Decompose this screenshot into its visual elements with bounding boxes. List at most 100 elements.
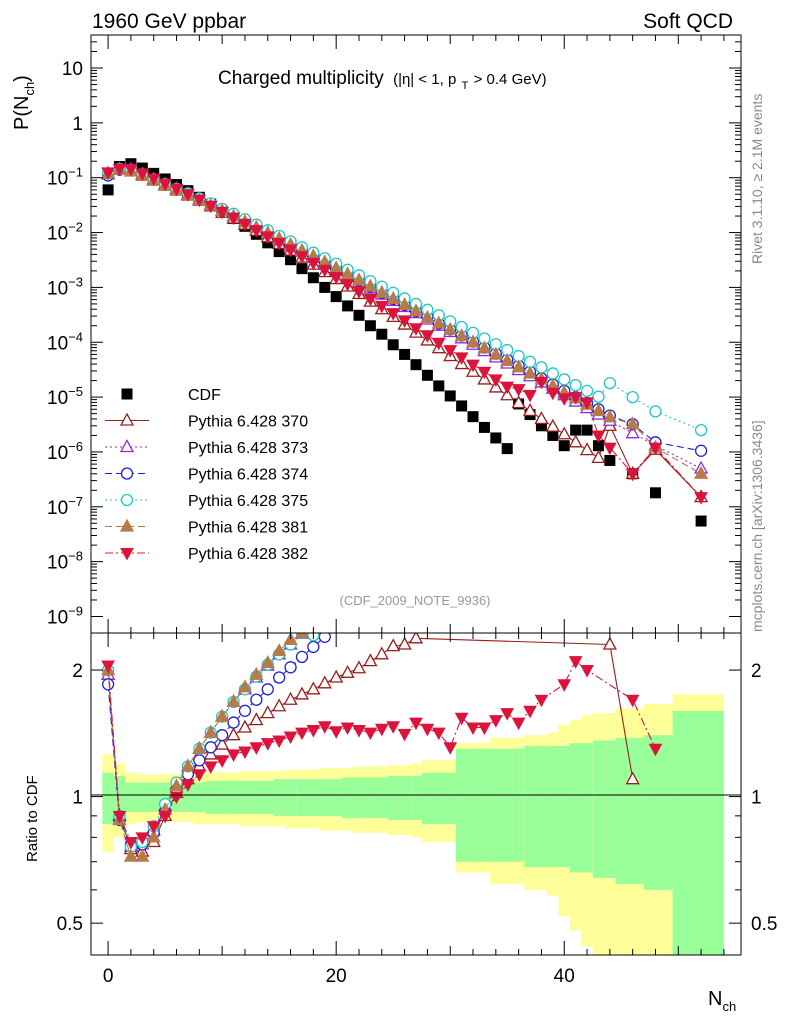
data-point xyxy=(522,403,538,417)
ratio-point xyxy=(374,646,389,660)
data-point xyxy=(226,212,241,226)
ratio-point xyxy=(477,722,492,736)
stat-uncertainty-band xyxy=(330,779,342,816)
data-point xyxy=(283,244,298,258)
data-point xyxy=(410,359,422,371)
y-tick-base: 10 xyxy=(47,498,68,519)
data-point xyxy=(569,379,582,392)
category-label: Soft QCD xyxy=(643,10,733,33)
data-point xyxy=(397,297,412,311)
stat-uncertainty-band xyxy=(644,735,673,890)
data-point xyxy=(342,300,354,312)
legend-marker xyxy=(119,412,135,426)
ratio-point xyxy=(625,694,640,708)
data-point xyxy=(431,337,446,351)
data-point xyxy=(625,416,640,430)
data-point xyxy=(557,426,572,440)
legend-label: Pythia 6.428 373 xyxy=(188,440,308,457)
y-tick-label: 10−4 xyxy=(47,329,83,354)
main-title-cut: (|η| < 1, p xyxy=(393,71,456,88)
ratio-point xyxy=(261,683,274,696)
legend-marker xyxy=(120,548,134,561)
main-ylabel-text: P(N xyxy=(11,96,33,130)
data-point xyxy=(260,231,275,244)
analysis-annotation: (CDF_2009_NOTE_9936) xyxy=(339,593,490,608)
ratio-point xyxy=(363,653,378,667)
ratio-point xyxy=(124,836,138,850)
data-point xyxy=(477,340,492,354)
data-point xyxy=(433,380,445,392)
ratio-point xyxy=(397,636,412,650)
ratio-point xyxy=(249,666,264,680)
ratio-point xyxy=(317,675,332,689)
ratio-point xyxy=(625,771,640,785)
data-point xyxy=(420,309,435,323)
data-point xyxy=(102,184,114,196)
x-tick-label: 20 xyxy=(326,966,347,987)
data-point xyxy=(387,339,399,351)
data-point xyxy=(408,303,424,317)
ratio-point xyxy=(294,686,310,700)
ratio-point xyxy=(215,755,229,768)
data-point xyxy=(511,395,526,409)
ratio-point xyxy=(250,693,263,706)
ratio-y-tick-label-right: 2 xyxy=(751,661,762,682)
ratio-point xyxy=(146,829,161,843)
data-point xyxy=(465,334,481,348)
data-point xyxy=(285,254,297,266)
data-point xyxy=(488,374,503,387)
ratio-point xyxy=(180,758,196,772)
ratio-point xyxy=(227,716,240,729)
ratio-point xyxy=(192,769,207,782)
data-point xyxy=(570,424,582,436)
stat-uncertainty-band xyxy=(125,782,137,812)
y-tick-exponent: −8 xyxy=(68,549,83,564)
legend: CDF Pythia 6.428 370 Pythia 6.428 373 Pythi… xyxy=(105,387,308,563)
data-point xyxy=(488,346,503,360)
data-point xyxy=(694,492,708,505)
ratio-point xyxy=(226,727,241,741)
ratio-point xyxy=(363,727,378,741)
ratio-point xyxy=(648,743,663,757)
x-axis-label: Nch xyxy=(708,988,736,1014)
ratio-point xyxy=(158,810,172,824)
legend-marker xyxy=(120,493,134,507)
ratio-y-tick-label: 1 xyxy=(72,788,83,809)
ratio-point xyxy=(295,650,309,663)
data-point xyxy=(581,424,593,436)
data-point xyxy=(547,429,559,441)
ratio-point xyxy=(329,726,344,739)
legend-marker xyxy=(121,388,133,400)
legend-label: Pythia 6.428 370 xyxy=(188,414,308,431)
data-point xyxy=(602,409,617,423)
data-point xyxy=(456,400,468,412)
stat-uncertainty-band xyxy=(307,779,320,816)
data-point xyxy=(330,291,342,303)
data-point xyxy=(352,286,366,299)
ratio-ylabel: Ratio to CDF xyxy=(24,775,41,862)
ratio-point xyxy=(294,633,310,639)
data-point xyxy=(535,361,548,374)
stat-uncertainty-band xyxy=(364,777,377,818)
main-ylabel: P(Nch) xyxy=(11,75,37,130)
data-point xyxy=(625,468,640,482)
axis-ticks xyxy=(91,34,741,955)
data-point xyxy=(443,321,458,335)
data-point xyxy=(478,421,490,433)
stat-uncertainty-band xyxy=(227,780,240,814)
ratio-point xyxy=(260,738,275,751)
main-plot-series xyxy=(101,158,709,527)
data-point xyxy=(693,465,709,479)
stat-uncertainty-band xyxy=(159,782,171,812)
ratio-y-tick-label-right: 1 xyxy=(751,788,762,809)
y-tick-label: 10−1 xyxy=(47,165,83,190)
ratio-point xyxy=(534,694,549,708)
ratio-point xyxy=(602,636,617,650)
y-tick-base: 10 xyxy=(47,553,68,574)
y-tick-label: 10−7 xyxy=(47,494,83,519)
legend-marker xyxy=(119,439,135,453)
ratio-point xyxy=(386,721,401,734)
data-point xyxy=(592,440,604,452)
ratio-point xyxy=(215,736,230,750)
stat-uncertainty-band xyxy=(284,779,297,816)
